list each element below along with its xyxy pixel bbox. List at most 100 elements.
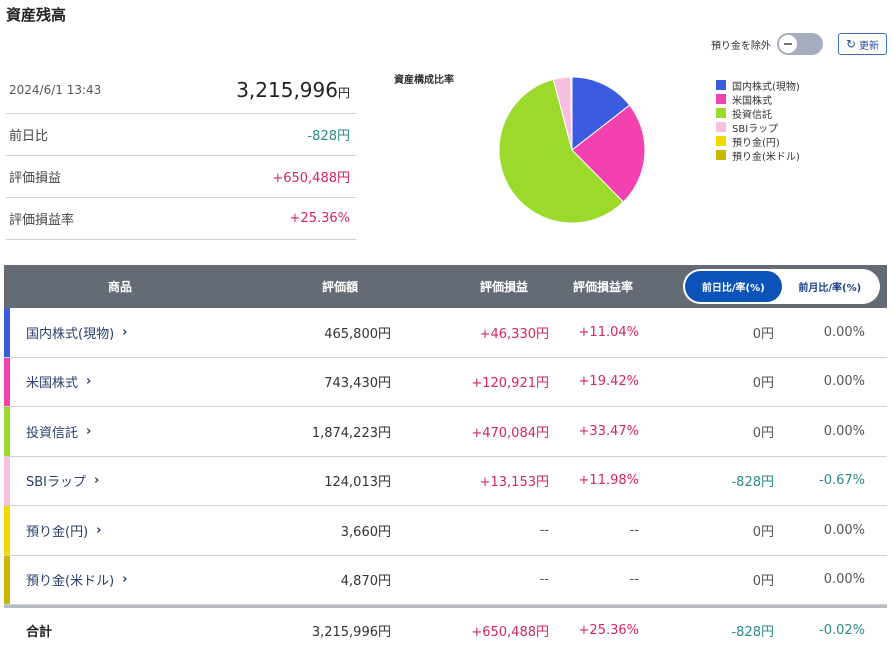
summary-row-pl-rate: 評価損益率 +25.36% <box>6 198 356 240</box>
summary-value: -828円 <box>307 129 350 144</box>
refresh-button-label: 更新 <box>859 40 879 52</box>
chevron-right-icon: › <box>96 522 102 538</box>
product-link[interactable]: 預り金(円) › <box>26 522 102 540</box>
row-pl-rate: +33.47% <box>578 423 639 439</box>
row-day-change: -828円 <box>731 475 774 491</box>
row-day-change: 0円 <box>752 425 774 441</box>
row-pl-rate: -- <box>629 572 639 588</box>
exclude-deposit-label: 預り金を除外 <box>710 40 771 52</box>
row-day-rate: 0.00% <box>823 423 865 439</box>
row-pl-rate: +19.42% <box>578 374 639 390</box>
refresh-button[interactable]: ↻ 更新 <box>837 33 887 55</box>
total-value: 3,215,996円 <box>311 625 391 640</box>
chart-title: 資産構成比率 <box>394 75 454 86</box>
chevron-right-icon: › <box>122 324 128 340</box>
row-day-change: 0円 <box>752 376 774 392</box>
row-pl: -- <box>539 522 549 538</box>
header-pl: 評価損益 <box>480 280 529 294</box>
legend-item: 預り金(円) <box>716 134 800 149</box>
row-day-rate: -0.67% <box>819 473 865 489</box>
toolbar: 預り金を除外 ↻ 更新 <box>711 33 887 55</box>
row-day-change: 0円 <box>752 326 774 342</box>
row-day-change: 0円 <box>752 574 774 590</box>
summary-label: 評価損益率 <box>9 213 75 228</box>
product-link[interactable]: 投資信託 › <box>26 423 92 441</box>
exclude-deposit-toggle[interactable] <box>776 33 823 55</box>
row-day-rate: 0.00% <box>823 324 865 340</box>
row-pl: +470,084円 <box>471 425 549 441</box>
row-pl: +46,330円 <box>479 326 549 342</box>
tab-month-change[interactable]: 前月比/率(%) <box>798 283 862 294</box>
row-pl-rate: -- <box>629 522 639 538</box>
category-color-bar <box>4 555 10 604</box>
summary-panel: 2024/6/1 13:43 3,215,996円 前日比 -828円 評価損益… <box>6 66 356 240</box>
legend-swatch <box>716 80 726 90</box>
legend-item: 米国株式 <box>716 92 800 107</box>
chart-legend: 国内株式(現物) 米国株式投資信託 SBIラップ 預り金(円) 預り金(米ドル) <box>716 78 800 163</box>
legend-label: SBIラップ <box>732 123 779 135</box>
row-pl: +13,153円 <box>479 475 549 491</box>
row-day-rate: 0.00% <box>823 572 865 588</box>
legend-label: 国内株式(現物) <box>732 81 800 93</box>
summary-total-row: 2024/6/1 13:43 3,215,996円 <box>6 66 356 114</box>
refresh-icon: ↻ <box>845 37 856 51</box>
toggle-knob[interactable] <box>778 35 797 53</box>
category-color-bar <box>4 308 10 357</box>
product-link[interactable]: 国内株式(現物) › <box>26 324 128 342</box>
legend-item: 国内株式(現物) <box>716 78 800 93</box>
tab-day-change[interactable]: 前日比/率(%) <box>685 271 782 302</box>
table-row: 預り金(円) › 3,660円 -- -- 0円 0.00% <box>4 506 887 556</box>
header-product: 商品 <box>108 280 133 294</box>
header-pl-rate: 評価損益率 <box>573 280 634 294</box>
pie-slice <box>571 76 631 152</box>
chevron-right-icon: › <box>86 423 92 439</box>
row-pl: -- <box>539 572 549 588</box>
chevron-right-icon: › <box>86 374 92 390</box>
legend-swatch <box>716 108 726 118</box>
table-total-row: 合計 3,215,996円 +650,488円 +25.36% -828円 -0… <box>4 605 887 650</box>
row-day-change: 0円 <box>752 524 774 540</box>
total-label: 合計 <box>26 625 53 640</box>
total-day-change: -828円 <box>731 625 774 640</box>
total-day-rate: -0.02% <box>819 623 865 638</box>
legend-item: 投資信託 <box>716 106 800 121</box>
table-header: 商品 評価額 評価損益 評価損益率 前日比/率(%) 前月比/率(%) <box>4 265 887 308</box>
summary-value: +650,488円 <box>272 171 350 186</box>
row-day-rate: 0.00% <box>823 374 865 390</box>
table-row: 預り金(米ドル) › 4,870円 -- -- 0円 0.00% <box>4 555 887 605</box>
table-row: 米国株式 › 743,430円 +120,921円 +19.42% 0円 0.00% <box>4 357 887 407</box>
product-link[interactable]: 預り金(米ドル) › <box>26 572 128 590</box>
legend-swatch <box>716 136 726 146</box>
legend-label: 投資信託 <box>732 109 772 121</box>
category-color-bar <box>4 407 10 456</box>
pie-slice <box>570 76 573 151</box>
product-link[interactable]: SBIラップ › <box>26 473 100 491</box>
product-link[interactable]: 米国株式 › <box>26 374 92 392</box>
page-title: 資産残高 <box>6 6 67 24</box>
legend-label: 預り金(円) <box>732 137 780 149</box>
table-row: 投資信託 › 1,874,223円 +470,084円 +33.47% 0円 0.00% <box>4 407 887 457</box>
row-value: 124,013円 <box>324 475 391 491</box>
period-segmented-control: 前日比/率(%) 前月比/率(%) <box>683 269 880 304</box>
total-pl-rate: +25.36% <box>578 623 639 638</box>
row-value: 743,430円 <box>324 376 391 392</box>
row-value: 465,800円 <box>324 326 391 342</box>
summary-label: 評価損益 <box>9 171 62 186</box>
table-row: SBIラップ › 124,013円 +13,153円 +11.98% -828円 -0.67… <box>4 456 887 506</box>
chevron-right-icon: › <box>94 473 100 489</box>
table-row: 国内株式(現物) › 465,800円 +46,330円 +11.04% 0円 0.00% <box>4 308 887 358</box>
chevron-right-icon: › <box>122 572 128 588</box>
pie-slice <box>498 78 624 224</box>
category-color-bar <box>4 456 10 505</box>
total-pl: +650,488円 <box>471 625 549 640</box>
pie-slice <box>571 104 646 203</box>
row-value: 1,874,223円 <box>311 425 391 441</box>
row-pl-rate: +11.98% <box>578 473 639 489</box>
summary-value: +25.36% <box>289 211 350 226</box>
row-value: 4,870円 <box>340 574 391 590</box>
summary-row-pl: 評価損益 +650,488円 <box>6 156 356 198</box>
row-value: 3,660円 <box>340 524 391 540</box>
category-color-bar <box>4 357 10 406</box>
legend-item: 預り金(米ドル) <box>716 148 800 163</box>
asset-pie-chart <box>498 76 646 224</box>
